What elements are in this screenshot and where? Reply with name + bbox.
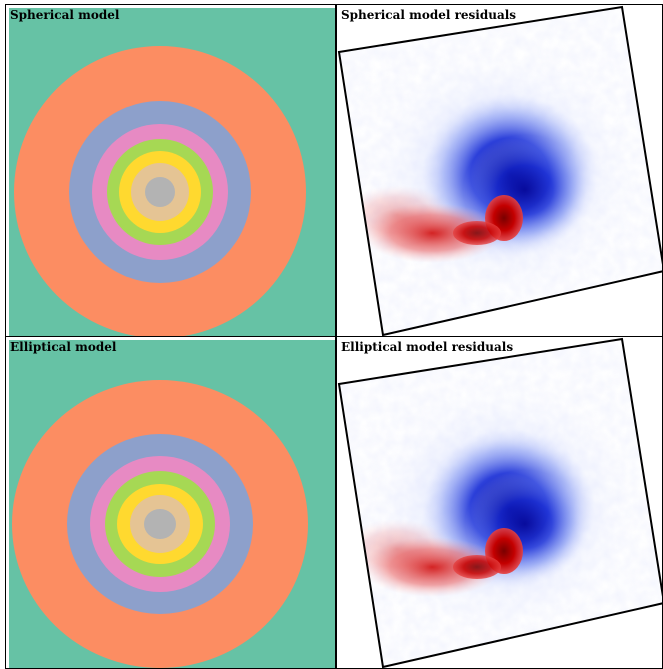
residual-frame [337, 337, 662, 668]
spherical-residuals-image [337, 5, 662, 336]
elliptical-model-title: Elliptical model [10, 340, 117, 354]
elliptical-residuals-image [337, 337, 662, 668]
elliptical-residuals-panel: Elliptical model residuals [336, 336, 663, 669]
residual-frame [337, 5, 662, 336]
spherical-residuals-panel: Spherical model residuals [336, 4, 663, 337]
elliptical-model-panel: Elliptical model [5, 336, 336, 669]
ellipse-7 [144, 509, 176, 539]
spherical-residuals-title: Spherical model residuals [341, 8, 517, 22]
elliptical-model-image [9, 340, 335, 668]
concentric-rings [14, 46, 306, 336]
spherical-model-title: Spherical model [10, 8, 120, 22]
elliptical-residuals-title: Elliptical model residuals [341, 340, 514, 354]
spherical-model-image [9, 8, 335, 336]
concentric-ellipses [12, 380, 308, 668]
spherical-model-panel: Spherical model [5, 4, 336, 337]
residual-map [339, 7, 662, 335]
residual-map [339, 339, 662, 667]
ring-7 [145, 177, 175, 207]
